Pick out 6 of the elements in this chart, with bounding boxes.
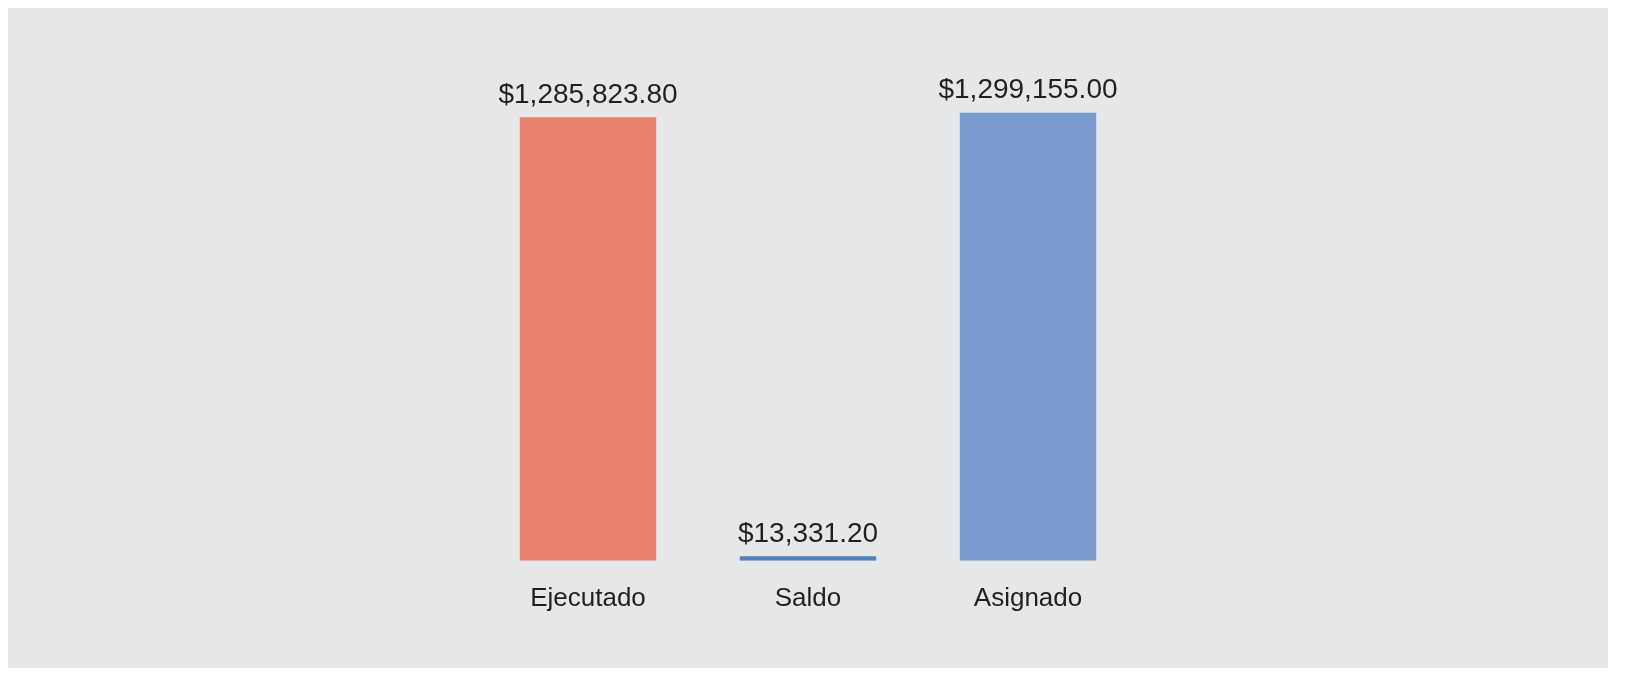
data-label: $1,285,823.80	[498, 78, 678, 110]
x-tick-label: Asignado	[973, 581, 1083, 612]
x-tick-label: Ejecutado	[530, 581, 646, 612]
x-tick-label: Saldo	[774, 581, 842, 612]
data-label: $13,331.20	[737, 516, 879, 548]
data-label: $1,299,155.00	[938, 73, 1118, 105]
